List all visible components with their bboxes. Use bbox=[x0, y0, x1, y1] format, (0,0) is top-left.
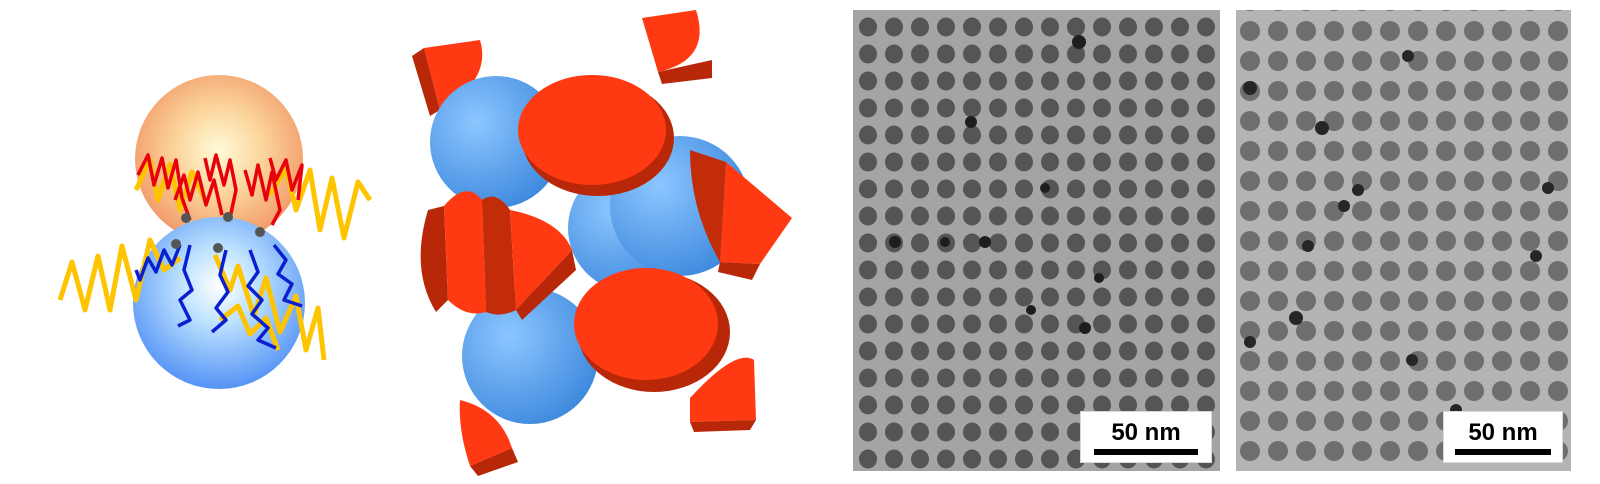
scale-bar bbox=[1455, 448, 1551, 455]
janus-schematic-svg bbox=[57, 75, 373, 389]
lattice-sphere bbox=[462, 288, 598, 424]
yellow-chain bbox=[218, 303, 281, 351]
blue-chain bbox=[246, 249, 277, 350]
janus-particle-schematic bbox=[40, 60, 390, 410]
junction-beads bbox=[171, 212, 265, 253]
scale-bar-label: 50 nm bbox=[1111, 418, 1181, 446]
blue-chain bbox=[210, 249, 230, 334]
scale-bar-label: 50 nm bbox=[1468, 418, 1538, 446]
tem-micrograph-left: 50 nm bbox=[853, 10, 1220, 471]
yellow-chain bbox=[57, 237, 182, 313]
tem-texture-left bbox=[853, 10, 1220, 471]
scale-bar-box: 50 nm bbox=[1080, 411, 1212, 463]
tem-micrograph-right: 50 nm bbox=[1236, 10, 1571, 471]
side-caps bbox=[420, 150, 792, 320]
dark-spots bbox=[1243, 50, 1554, 416]
disk-caps bbox=[518, 75, 730, 392]
red-chains bbox=[136, 153, 304, 226]
blue-chains bbox=[134, 243, 303, 350]
corner-caps bbox=[412, 10, 756, 476]
lattice-model bbox=[400, 0, 820, 484]
red-chain bbox=[243, 163, 282, 226]
yellow-chain bbox=[212, 254, 327, 361]
scale-bar bbox=[1094, 448, 1198, 455]
lattice-svg bbox=[412, 10, 792, 476]
tem-texture-right bbox=[1236, 10, 1571, 471]
blue-chain bbox=[272, 243, 303, 308]
red-chain bbox=[203, 153, 238, 219]
blue-chain bbox=[134, 244, 182, 282]
blue-chain bbox=[177, 244, 194, 328]
dark-spots bbox=[889, 35, 1104, 334]
red-chain bbox=[136, 153, 192, 221]
red-chain bbox=[173, 170, 224, 216]
red-chain bbox=[268, 157, 304, 201]
scale-bar-box: 50 nm bbox=[1443, 411, 1563, 463]
